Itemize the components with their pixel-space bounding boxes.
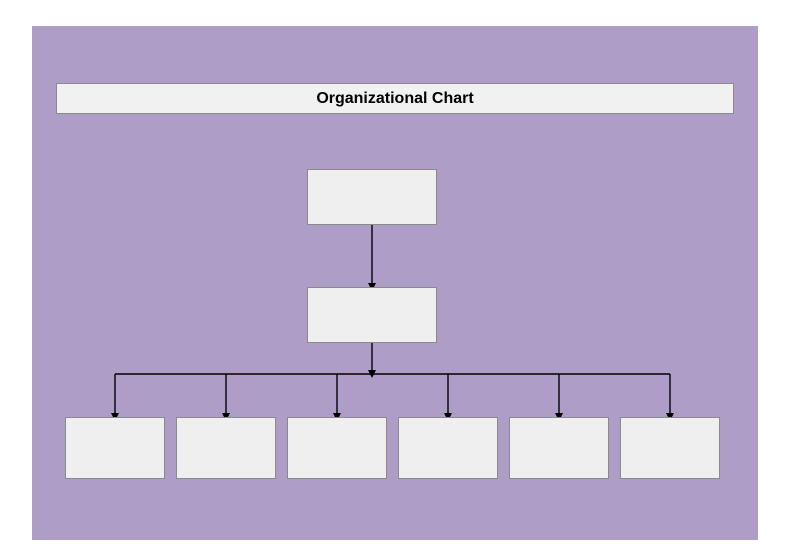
org-node (65, 417, 165, 479)
org-node (176, 417, 276, 479)
chart-title: Organizational Chart (56, 83, 734, 114)
org-node (398, 417, 498, 479)
chart-title-text: Organizational Chart (316, 90, 473, 108)
org-node (307, 287, 437, 343)
org-node (307, 169, 437, 225)
org-node (620, 417, 720, 479)
org-node (509, 417, 609, 479)
org-node (287, 417, 387, 479)
